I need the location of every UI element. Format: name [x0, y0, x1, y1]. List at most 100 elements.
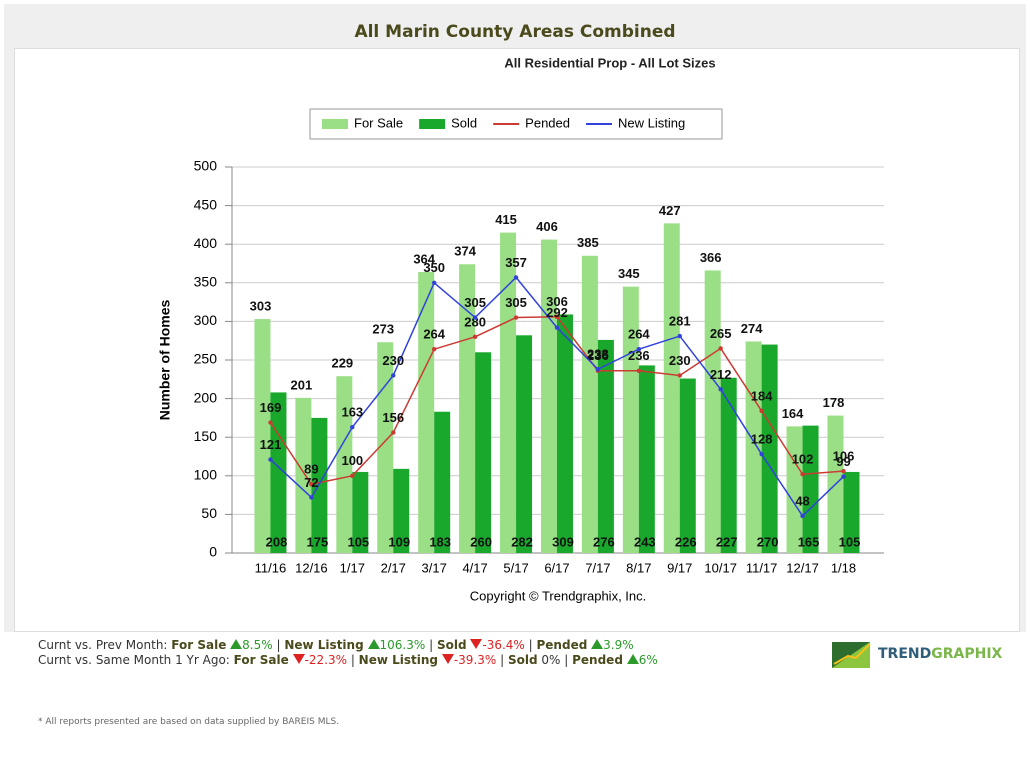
chart-title: All Marin County Areas Combined: [354, 22, 676, 42]
legend-swatch: [322, 119, 348, 129]
x-tick-label: 2/17: [381, 560, 406, 575]
line-point: [391, 430, 396, 435]
data-label: 281: [669, 314, 691, 329]
bar: [311, 417, 328, 553]
data-label: 274: [741, 321, 763, 336]
x-tick-label: 12/16: [295, 560, 328, 575]
legend-label: Sold: [451, 115, 477, 130]
data-label: 243: [634, 534, 656, 549]
bar: [352, 471, 369, 553]
y-axis-title: Number of Homes: [157, 300, 173, 421]
line-point: [268, 420, 273, 425]
legend-label: Pended: [525, 115, 570, 130]
copyright: Copyright © Trendgraphix, Inc.: [470, 588, 647, 603]
bar: [720, 377, 737, 553]
data-label: 415: [495, 212, 517, 227]
bar: [295, 397, 312, 553]
x-tick-label: 9/17: [667, 560, 692, 575]
line-point: [554, 314, 560, 319]
item-name: For Sale: [233, 653, 289, 667]
comparison-label: Curnt vs. Same Month 1 Yr Ago:: [38, 653, 230, 667]
data-label: 121: [260, 437, 282, 452]
bar: [540, 239, 557, 553]
x-tick-label: 10/17: [704, 560, 737, 575]
data-label: 357: [505, 255, 527, 270]
line-point: [431, 280, 437, 285]
bar: [581, 255, 598, 553]
data-label: 374: [454, 244, 476, 259]
data-label: 305: [464, 295, 486, 310]
logo-part: GRAPHIX: [931, 646, 1003, 662]
footer: Curnt vs. Prev Month: For Sale 8.5% | Ne…: [38, 638, 678, 668]
y-tick-label: 100: [194, 467, 218, 483]
line-point: [718, 387, 723, 392]
data-label: 230: [382, 353, 404, 368]
data-label: 350: [423, 260, 445, 275]
data-label: 229: [331, 356, 353, 371]
change-value: -36.4%: [482, 638, 525, 652]
bar: [270, 392, 287, 553]
bar: [597, 339, 614, 553]
line-point: [718, 346, 723, 351]
data-label: 276: [593, 534, 615, 549]
line-point: [268, 457, 273, 462]
data-label: 165: [798, 534, 820, 549]
y-tick-label: 50: [201, 505, 217, 521]
logo-part: TREND: [878, 646, 932, 662]
data-label: 99: [836, 454, 850, 469]
data-label: 238: [587, 347, 609, 362]
x-tick-label: 3/17: [422, 560, 447, 575]
item-name: New Listing: [284, 638, 364, 652]
x-tick-label: 11/16: [255, 560, 287, 575]
data-label: 164: [782, 406, 804, 421]
x-tick-label: 4/17: [462, 560, 487, 575]
data-label: 201: [291, 377, 313, 392]
line-point: [636, 368, 642, 374]
data-label: 280: [464, 314, 486, 329]
change-arrow: [367, 639, 380, 649]
change-arrow: [292, 654, 305, 664]
x-tick-label: 6/17: [544, 560, 569, 575]
data-label: 109: [388, 534, 410, 549]
data-label: 345: [618, 266, 640, 281]
data-label: 178: [823, 395, 845, 410]
data-label: 264: [628, 327, 650, 342]
bar: [393, 468, 410, 553]
logo-icon: [832, 642, 871, 668]
data-label: 163: [341, 405, 363, 420]
bar: [475, 352, 492, 553]
x-tick-label: 11/17: [746, 560, 778, 575]
data-label: 230: [669, 353, 691, 368]
x-tick-label: 7/17: [585, 560, 610, 575]
bar: [254, 319, 271, 553]
change-arrow: [441, 654, 454, 664]
y-tick-label: 450: [194, 196, 218, 212]
data-label: 305: [505, 295, 527, 310]
bar: [663, 223, 680, 553]
chart-subtitle: All Residential Prop - All Lot Sizes: [504, 55, 715, 70]
data-label: 72: [304, 475, 318, 490]
bar: [843, 471, 860, 553]
data-label: 227: [716, 534, 738, 549]
change-arrow: [626, 654, 639, 664]
bar: [418, 271, 435, 553]
line-point: [513, 315, 519, 320]
change-value: 6%: [638, 653, 658, 667]
line-point: [513, 275, 519, 280]
item-name: Sold: [507, 653, 538, 667]
data-label: 100: [341, 453, 363, 468]
line-point: [636, 346, 642, 352]
data-label: 265: [710, 326, 732, 341]
data-label: 48: [795, 493, 809, 508]
data-label: 89: [304, 462, 318, 477]
y-tick-label: 150: [194, 428, 218, 444]
line-point: [350, 473, 355, 478]
data-label: 406: [536, 219, 558, 234]
data-label: 105: [839, 534, 861, 549]
y-tick-label: 300: [194, 312, 218, 328]
line-point: [677, 373, 682, 378]
data-label: 169: [260, 400, 282, 415]
logo: TRENDGRAPHIX: [830, 638, 1003, 670]
bar: [459, 264, 476, 553]
